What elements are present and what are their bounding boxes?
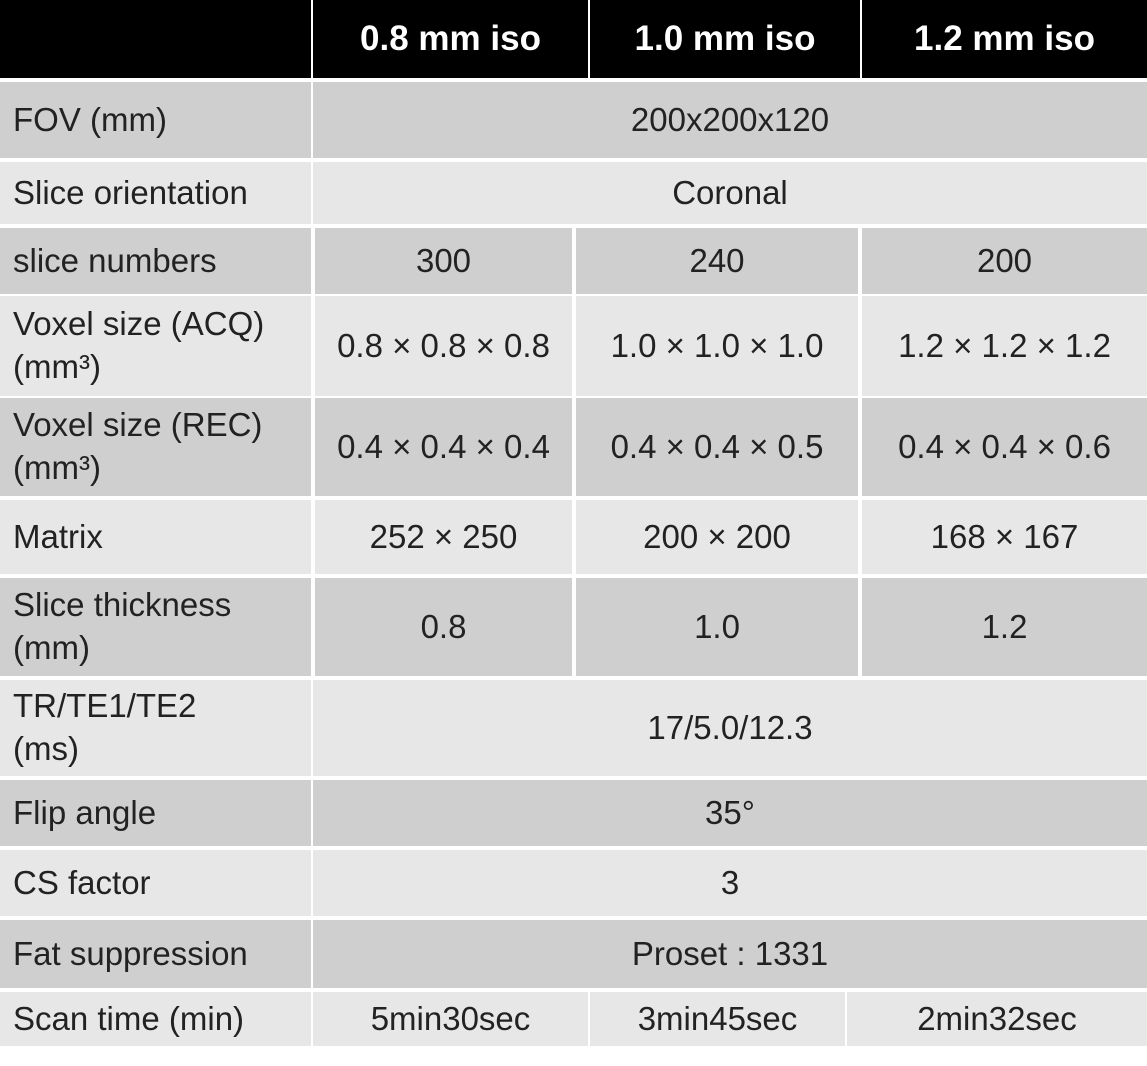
cell: 5min30sec [313, 992, 588, 1046]
cell: 3min45sec [590, 992, 845, 1046]
row-label: FOV (mm) [0, 82, 311, 158]
column-header: 1.0 mm iso [590, 0, 860, 78]
column-header: 0.8 mm iso [313, 0, 588, 78]
merged-cell: Coronal [313, 162, 1147, 224]
cell: 300 [315, 228, 572, 294]
row-label: Scan time (min) [0, 992, 311, 1046]
merged-cell: 3 [313, 850, 1147, 916]
cell: 240 [576, 228, 858, 294]
merged-cell: 17/5.0/12.3 [313, 680, 1147, 776]
cell: 168 × 167 [862, 500, 1147, 574]
cell: 0.8 [315, 578, 572, 676]
row-label: Voxel size (REC) (mm³) [0, 398, 311, 496]
row-label: Flip angle [0, 780, 311, 846]
cell: 1.2 [862, 578, 1147, 676]
merged-cell: 35° [313, 780, 1147, 846]
cell: 1.2 × 1.2 × 1.2 [862, 296, 1147, 396]
row-label: Voxel size (ACQ) (mm³) [0, 296, 311, 396]
row-label: Slice orientation [0, 162, 311, 224]
row-label: Matrix [0, 500, 311, 574]
cell: 0.4 × 0.4 × 0.4 [315, 398, 572, 496]
row-label: Slice thickness (mm) [0, 578, 311, 676]
cell: 0.4 × 0.4 × 0.5 [576, 398, 858, 496]
merged-cell: Proset : 1331 [313, 920, 1147, 988]
cell: 0.8 × 0.8 × 0.8 [315, 296, 572, 396]
cell: 1.0 [576, 578, 858, 676]
row-label: Fat suppression [0, 920, 311, 988]
cell: 252 × 250 [315, 500, 572, 574]
merged-cell: 200x200x120 [313, 82, 1147, 158]
cell: 2min32sec [847, 992, 1147, 1046]
row-label: CS factor [0, 850, 311, 916]
header-corner [0, 0, 311, 78]
row-label: slice numbers [0, 228, 311, 294]
column-header: 1.2 mm iso [862, 0, 1147, 78]
row-label: TR/TE1/TE2 (ms) [0, 680, 311, 776]
cell: 1.0 × 1.0 × 1.0 [576, 296, 858, 396]
cell: 200 [862, 228, 1147, 294]
cell: 200 × 200 [576, 500, 858, 574]
cell: 0.4 × 0.4 × 0.6 [862, 398, 1147, 496]
